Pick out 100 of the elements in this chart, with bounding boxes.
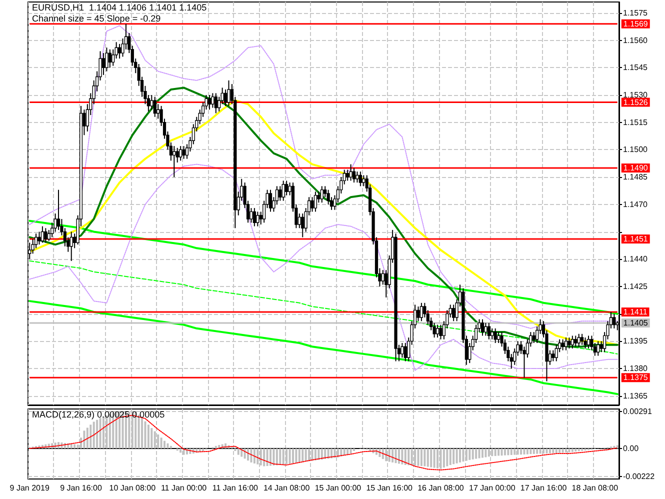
x-tick-label: 18 Jan 08:00 bbox=[572, 484, 619, 492]
y-tick-label: 1.1425 bbox=[623, 282, 648, 291]
candlestick bbox=[268, 189, 272, 212]
bar bbox=[532, 448, 535, 454]
candlestick bbox=[356, 171, 359, 184]
candlestick bbox=[362, 174, 366, 187]
candlestick bbox=[108, 48, 112, 68]
candlestick bbox=[496, 332, 500, 344]
candlestick bbox=[452, 304, 456, 322]
bar bbox=[250, 448, 252, 462]
bar bbox=[90, 424, 92, 448]
bar bbox=[426, 448, 429, 467]
x-tick-label: 9 Jan 2019 bbox=[10, 484, 50, 492]
bar bbox=[552, 448, 554, 454]
candlestick bbox=[310, 196, 314, 212]
bar bbox=[99, 418, 102, 448]
candlestick bbox=[577, 333, 580, 348]
bar bbox=[92, 422, 95, 448]
candlestick bbox=[487, 322, 490, 340]
bar bbox=[484, 448, 487, 458]
candlestick bbox=[480, 318, 484, 336]
x-tick-label: 11 Jan 16:00 bbox=[212, 484, 259, 492]
bar bbox=[536, 448, 538, 454]
candlestick bbox=[70, 231, 73, 262]
candlestick bbox=[285, 180, 288, 196]
bar bbox=[546, 448, 548, 454]
x-tick-label: 10 Jan 08:00 bbox=[109, 484, 156, 492]
candlestick bbox=[227, 80, 230, 106]
line-series bbox=[28, 300, 618, 396]
bar bbox=[430, 448, 432, 468]
candlestick bbox=[439, 324, 442, 340]
bar bbox=[253, 448, 256, 464]
bar bbox=[214, 446, 217, 448]
y-tick-label: 1.1440 bbox=[623, 254, 648, 264]
bar bbox=[144, 421, 146, 448]
y-tick-label: -0.00222 bbox=[623, 472, 656, 482]
bar bbox=[202, 448, 204, 451]
bar bbox=[270, 448, 272, 466]
candlestick bbox=[568, 337, 571, 349]
candlestick bbox=[400, 342, 404, 358]
y-tick-label: 1.1365 bbox=[623, 391, 648, 400]
bar bbox=[392, 448, 394, 462]
candlestick bbox=[404, 342, 407, 362]
bar bbox=[530, 448, 532, 454]
ref-line-label: 1.1526 bbox=[623, 98, 648, 107]
bar bbox=[147, 424, 150, 448]
candlestick bbox=[320, 186, 324, 204]
bar bbox=[433, 448, 436, 468]
bar bbox=[96, 420, 98, 448]
bar bbox=[350, 448, 352, 454]
candlestick bbox=[105, 47, 108, 72]
candlestick bbox=[416, 306, 420, 322]
candlestick bbox=[102, 52, 106, 76]
y-tick-label: 1.1530 bbox=[623, 90, 648, 100]
candlestick bbox=[436, 324, 440, 338]
bar bbox=[346, 448, 349, 454]
y-tick-label: 1.1515 bbox=[623, 118, 648, 127]
candlestick bbox=[532, 332, 536, 344]
bar bbox=[398, 448, 400, 464]
bar bbox=[558, 448, 561, 453]
candlestick bbox=[214, 92, 218, 114]
bar bbox=[404, 448, 406, 465]
x-tick-label: 16 Jan 08:00 bbox=[418, 484, 464, 492]
candlestick bbox=[484, 322, 488, 336]
bar bbox=[295, 448, 298, 463]
candlestick bbox=[278, 186, 282, 202]
candlestick bbox=[301, 213, 304, 238]
bar bbox=[266, 448, 268, 466]
line-series bbox=[29, 164, 618, 371]
bar bbox=[150, 428, 153, 448]
bar bbox=[520, 448, 522, 455]
bar bbox=[298, 448, 300, 462]
bar bbox=[526, 448, 528, 454]
bar bbox=[578, 448, 580, 452]
y-tick-label: 1.1470 bbox=[623, 200, 648, 209]
candlestick bbox=[580, 333, 584, 346]
bar bbox=[468, 448, 471, 460]
bar bbox=[401, 448, 404, 464]
candlestick bbox=[584, 337, 587, 349]
ref-line-label: 1.1411 bbox=[623, 308, 648, 316]
y-tick-label: 1.1560 bbox=[623, 36, 648, 45]
ref-line-label: 1.1569 bbox=[623, 19, 648, 28]
bar bbox=[272, 448, 275, 466]
x-tick-label: 17 Jan 00:00 bbox=[468, 484, 516, 492]
bar bbox=[86, 428, 88, 448]
bar bbox=[555, 448, 558, 453]
candlestick bbox=[494, 328, 497, 344]
bar bbox=[504, 448, 506, 456]
bar bbox=[302, 448, 304, 462]
bar bbox=[424, 448, 426, 466]
ref-line-label: 1.1490 bbox=[623, 163, 648, 172]
candlestick bbox=[314, 191, 318, 212]
bar bbox=[320, 448, 323, 460]
candlestick bbox=[552, 350, 555, 362]
bar bbox=[562, 448, 564, 453]
text: Channel size = 45 Slope = -0.29 bbox=[32, 14, 161, 24]
bar bbox=[394, 448, 397, 464]
chart-title: EURUSD,H1 1.1404 1.1406 1.1401 1.1405 bbox=[32, 2, 207, 12]
bar bbox=[330, 448, 333, 458]
bar bbox=[237, 448, 240, 455]
